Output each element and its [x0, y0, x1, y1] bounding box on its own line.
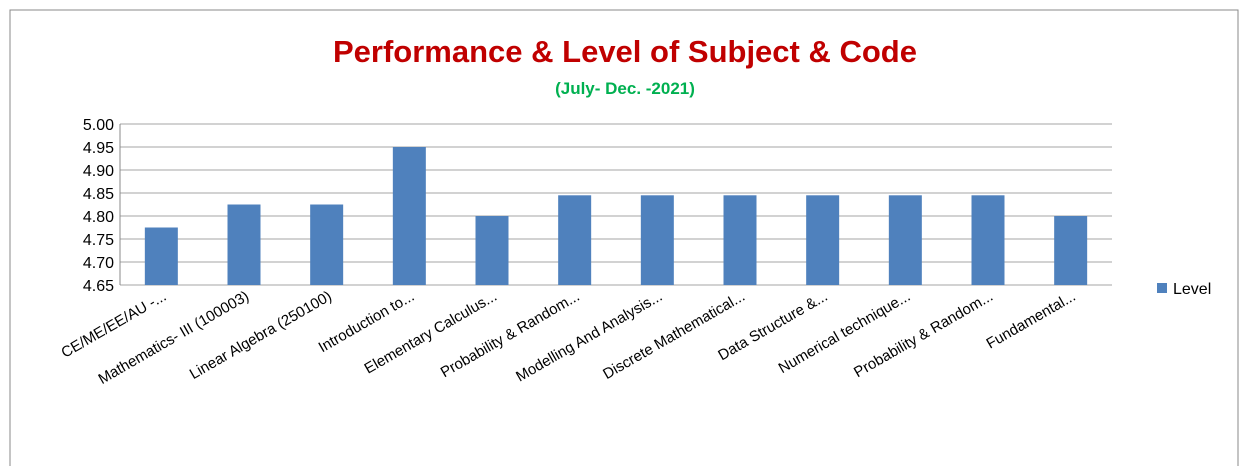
bar — [310, 204, 344, 285]
chart-subtitle: (July- Dec. -2021) — [555, 79, 695, 98]
chart-title: Performance & Level of Subject & Code — [333, 34, 917, 69]
bar — [227, 204, 261, 285]
bar — [558, 195, 592, 285]
y-tick-label: 4.65 — [83, 278, 114, 295]
bar — [806, 195, 840, 285]
legend-label: Level — [1173, 281, 1211, 298]
y-tick-label: 5.00 — [83, 117, 114, 134]
bar — [1054, 216, 1088, 285]
y-tick-label: 4.85 — [83, 186, 114, 203]
bar — [723, 195, 757, 285]
y-tick-label: 4.75 — [83, 232, 114, 249]
bar — [640, 195, 674, 285]
y-tick-label: 4.95 — [83, 140, 114, 157]
y-tick-label: 4.90 — [83, 163, 114, 180]
bar — [392, 147, 426, 285]
bar — [475, 216, 509, 285]
y-tick-label: 4.80 — [83, 209, 114, 226]
y-tick-label: 4.70 — [83, 255, 114, 272]
legend-swatch — [1157, 283, 1167, 293]
bar — [888, 195, 922, 285]
chart-frame — [9, 9, 1239, 471]
bar — [971, 195, 1005, 285]
bar — [144, 227, 178, 285]
